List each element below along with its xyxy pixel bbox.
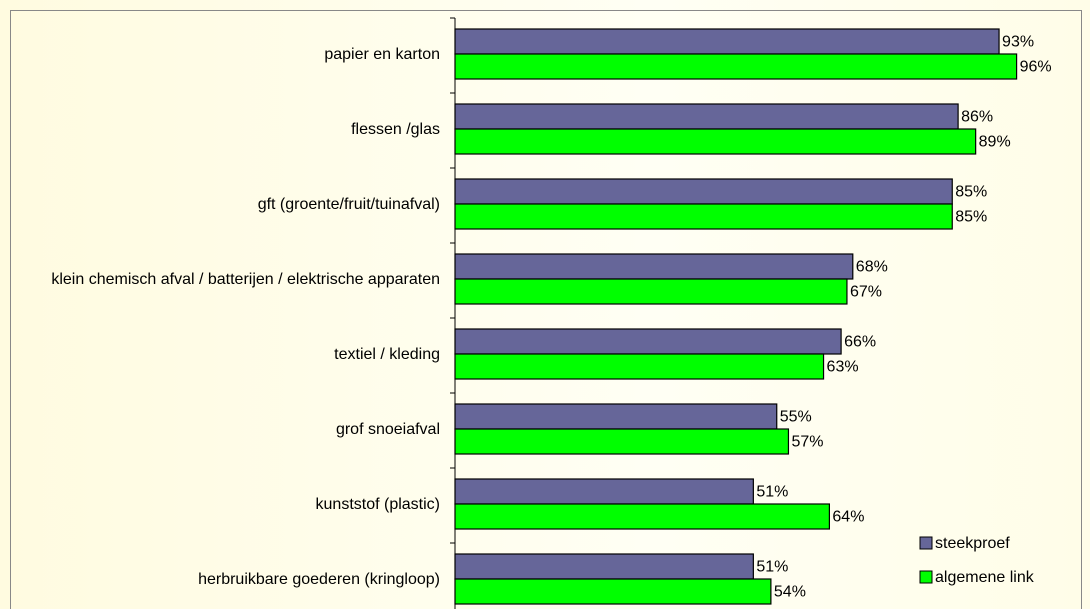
value-label: 86%: [961, 109, 993, 126]
value-label: 93%: [1002, 34, 1034, 51]
value-label: 54%: [774, 584, 806, 601]
value-label: 51%: [756, 559, 788, 576]
bar: [454, 53, 1018, 80]
bar: [454, 353, 825, 380]
category-label: gft (groente/fruit/tuinafval): [257, 195, 440, 213]
bar: [454, 478, 754, 505]
value-label: 63%: [827, 359, 859, 376]
category-label: herbruikbare goederen (kringloop): [198, 570, 440, 588]
bar: [454, 203, 953, 230]
category-label: flessen /glas: [351, 120, 440, 138]
bar: [454, 278, 848, 305]
legend-label: algemene link: [935, 569, 1035, 586]
legend-label: steekproef: [935, 535, 1010, 552]
value-label: 64%: [832, 509, 864, 526]
value-label: 55%: [780, 409, 812, 426]
legend-swatch: [919, 536, 933, 550]
value-label: 89%: [979, 134, 1011, 151]
bar: [454, 403, 778, 430]
value-label: 67%: [850, 284, 882, 301]
bar: [454, 28, 1000, 55]
bar: [454, 103, 959, 130]
category-label: grof snoeiafval: [335, 420, 440, 438]
value-label: 96%: [1020, 59, 1052, 76]
category-label: textiel / kleding: [334, 345, 440, 363]
value-label: 85%: [955, 209, 987, 226]
value-label: 57%: [791, 434, 823, 451]
legend-swatch: [919, 570, 933, 584]
bar: [454, 128, 977, 155]
bar: [454, 428, 790, 455]
bar: [454, 178, 953, 205]
category-label: papier en karton: [324, 45, 440, 63]
bar: [454, 328, 842, 355]
category-label: kunststof (plastic): [315, 495, 440, 513]
bar: [454, 503, 830, 530]
value-label: 68%: [856, 259, 888, 276]
value-label: 66%: [844, 334, 876, 351]
value-label: 51%: [756, 484, 788, 501]
value-label: 85%: [955, 184, 987, 201]
bar: [454, 553, 754, 580]
plot-frame: [10, 10, 1082, 609]
bar: [454, 578, 772, 605]
bar: [454, 253, 854, 280]
category-label: klein chemisch afval / batterijen / elek…: [51, 270, 440, 288]
